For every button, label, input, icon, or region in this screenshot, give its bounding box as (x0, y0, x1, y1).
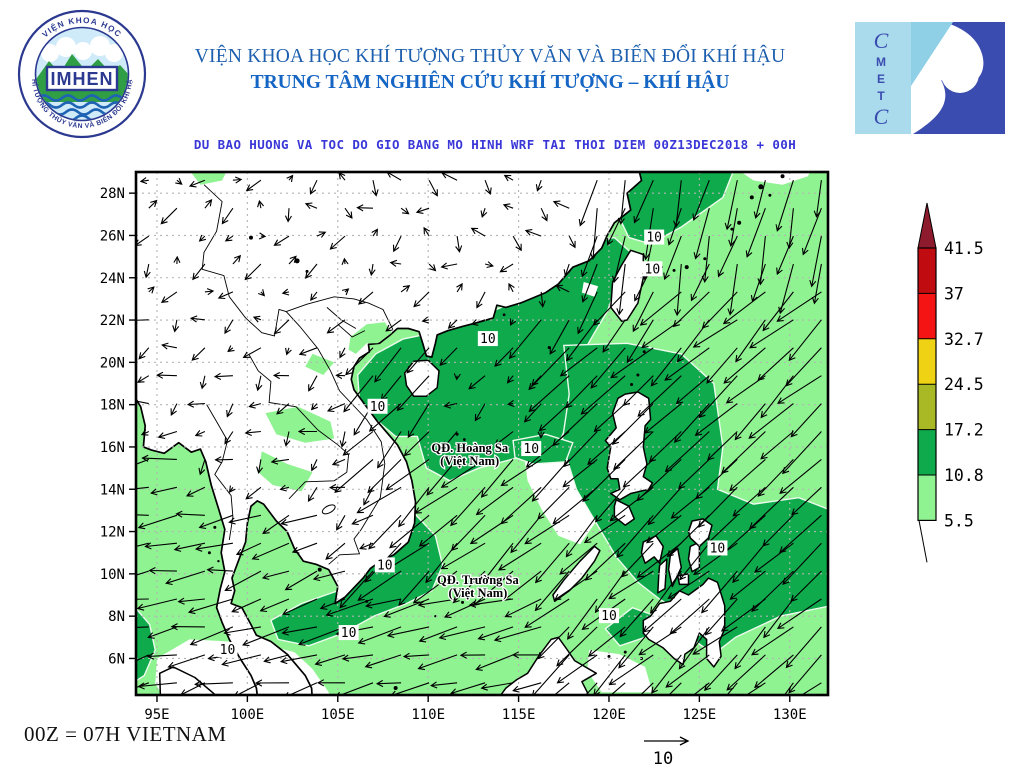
imhen-acronym-box (45, 65, 119, 92)
svg-text:E: E (877, 72, 885, 86)
legend-value-label: 10.8 (944, 466, 984, 485)
lon-tick-label: 125E (683, 707, 717, 723)
cloud-icon (41, 36, 123, 62)
isotach-label: 10 (646, 231, 662, 246)
lon-tick-label: 100E (231, 707, 265, 723)
isotach-label: 10 (220, 643, 236, 658)
lat-tick-label: 26N (100, 228, 125, 244)
svg-text:C: C (874, 28, 889, 53)
cmetc-triangle-icon (911, 22, 953, 86)
cmetc-letters: C M E T C (874, 28, 889, 129)
lat-tick-label: 12N (100, 525, 125, 541)
island-name-labels: QĐ. Hoàng Sa(Việt Nam)QĐ. Trường Sa(Việt… (430, 440, 521, 601)
island-label-hoang-sa: (Việt Nam) (440, 454, 499, 468)
isotach-label: 10 (645, 262, 661, 277)
imhen-logo: IMHEN VIỆN KHOA HỌC KHÍ TƯỢNG THỦY VĂN V… (16, 8, 148, 140)
isotach-label: 10 (370, 400, 386, 415)
isotach-labels-layer: 10 10 10 10 10 10 10 10 10 10 (217, 229, 728, 658)
cmetc-swoosh-icon (913, 22, 1005, 134)
island-label-hoang-sa: QĐ. Hoàng Sa (431, 441, 509, 455)
lat-tick-label: 22N (100, 313, 125, 329)
isotach-label: 10 (710, 541, 726, 556)
wind-scale-value: 10 (653, 749, 673, 768)
island-label-truong-sa: QĐ. Trường Sa (437, 573, 519, 587)
institute-title: VIỆN KHOA HỌC KHÍ TƯỢNG THỦY VĂN VÀ BIẾN… (194, 46, 786, 67)
wind-scale-arrow: 10 (644, 736, 690, 768)
lat-tick-label: 24N (100, 271, 125, 287)
isotach-label: 10 (377, 558, 393, 573)
lat-tick-label: 6N (108, 651, 125, 667)
imhen-acronym: IMHEN (51, 69, 114, 89)
cmetc-logo: C M E T C (855, 22, 1005, 134)
isotach-label: 10 (480, 332, 496, 347)
legend-value-label: 17.2 (944, 421, 984, 440)
latitude-axis: 28N 26N 24N 22N 20N 18N 16N 14N 12N 10N 8N 6N (100, 186, 136, 667)
lon-tick-label: 130E (773, 707, 807, 723)
isotach-label: 10 (341, 626, 357, 641)
lon-tick-label: 105E (321, 707, 355, 723)
forecast-subtitle: DU BAO HUONG VA TOC DO GIO BANG MO HINH … (193, 137, 797, 152)
lat-tick-label: 14N (100, 482, 125, 498)
island-label-truong-sa: (Việt Nam) (448, 586, 507, 600)
lat-tick-label: 8N (108, 609, 125, 625)
svg-text:C: C (874, 104, 889, 129)
isotach-label: 10 (601, 609, 617, 624)
lat-tick-label: 18N (100, 398, 125, 414)
legend-value-label: 41.5 (944, 239, 984, 258)
lat-tick-label: 28N (100, 186, 125, 202)
map-frame (134, 170, 830, 697)
header-titles: VIỆN KHOA HỌC KHÍ TƯỢNG THỦY VĂN VÀ BIẾN… (0, 46, 980, 94)
isotach-label: 10 (523, 442, 539, 457)
timezone-note: 00Z = 07H VIETNAM (24, 722, 227, 746)
lon-tick-label: 120E (592, 707, 626, 723)
svg-text:T: T (877, 89, 885, 103)
legend-value-label: 32.7 (944, 330, 984, 349)
lat-tick-label: 16N (100, 440, 125, 456)
lon-tick-label: 110E (411, 707, 445, 723)
svg-text:M: M (876, 55, 886, 69)
lat-tick-label: 20N (100, 355, 125, 371)
legend-value-label: 37 (944, 284, 964, 303)
longitude-axis: 95E 100E 105E 110E 115E 120E 125E 130E (144, 695, 807, 723)
cmetc-swoosh-eye (941, 55, 979, 93)
legend-color-bar: 41.5 37 32.7 24.5 17.2 10.8 5.5 (917, 202, 984, 563)
center-title: TRUNG TÂM NGHIÊN CỨU KHÍ TƯỢNG – KHÍ HẬU (250, 72, 730, 93)
lon-tick-label: 95E (144, 707, 169, 723)
lat-tick-label: 10N (100, 567, 125, 583)
imhen-logo-artwork: IMHEN (36, 36, 128, 120)
legend-value-label: 24.5 (944, 375, 984, 394)
coastline-layer (136, 172, 726, 695)
legend-value-label: 5.5 (944, 511, 974, 530)
tonle-sap-lake (321, 504, 336, 515)
wind-arrow-layer (136, 172, 822, 695)
lon-tick-label: 115E (502, 707, 536, 723)
